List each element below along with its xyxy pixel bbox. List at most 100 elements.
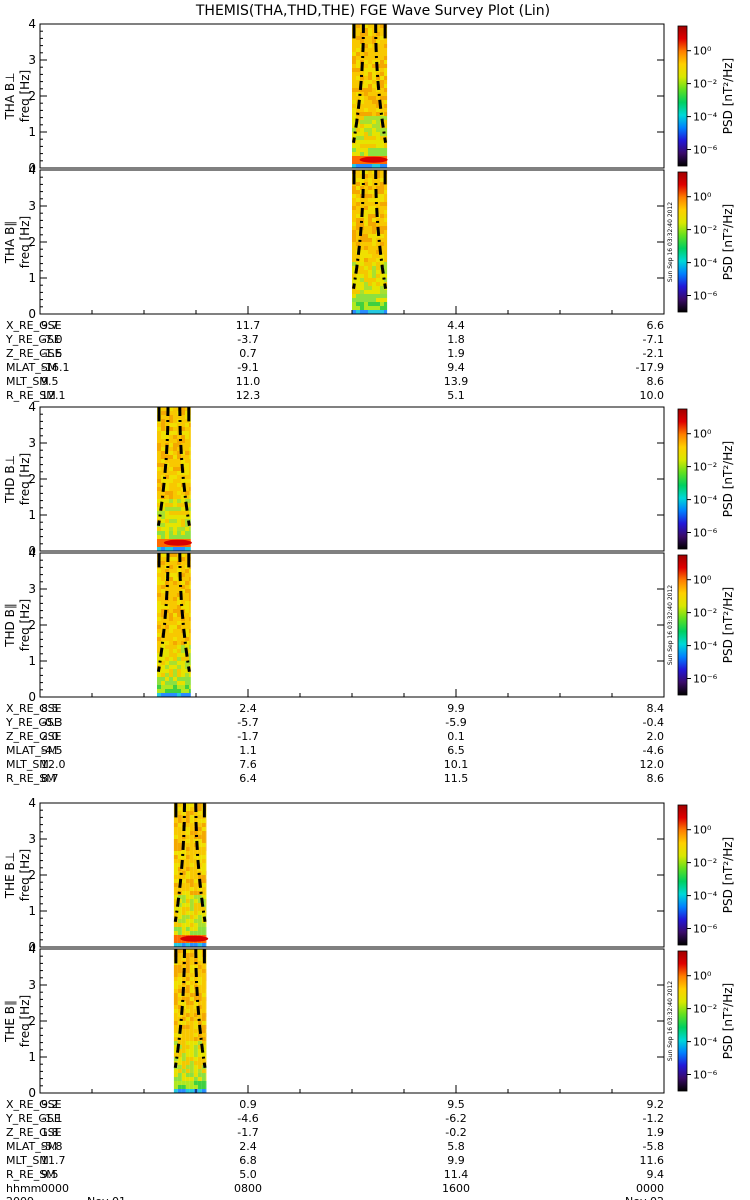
ephemeris-label: Y_RE_GSE [5, 1112, 61, 1125]
colorbar-label: PSD [nT²/Hz] [721, 441, 735, 517]
ephemeris-value: -7.0 [41, 333, 62, 346]
ephemeris-value: 0.9 [239, 1098, 257, 1111]
y-tick-label: 2 [28, 472, 36, 486]
y-tick-label: 4 [28, 163, 36, 177]
colorbar-label: PSD [nT²/Hz] [721, 983, 735, 1059]
y-tick-label: 3 [28, 436, 36, 450]
colorbar-tick-label: 10⁻⁶ [693, 673, 718, 686]
y-tick-label: 1 [28, 125, 36, 139]
ephemeris-value: -1.7 [237, 730, 258, 743]
colorbar-tick-label: 10⁻⁶ [693, 1069, 718, 1082]
ephemeris-value: -5.8 [41, 1140, 62, 1153]
colorbar-scale [677, 25, 688, 167]
fce-curve-left [352, 24, 365, 144]
panel-yunit: freq [Hz] [18, 995, 32, 1047]
time-tick-label: 1600 [442, 1182, 470, 1195]
ephemeris-label: Z_RE_GSE [6, 347, 62, 360]
y-tick-label: 1 [28, 508, 36, 522]
spectrogram [352, 170, 388, 314]
ephemeris-label: MLT_SM [6, 1154, 49, 1167]
time-tick-label: 0800 [234, 1182, 262, 1195]
ephemeris-value: -1.7 [237, 1126, 258, 1139]
spectrogram [157, 553, 191, 697]
y-tick-label: 0 [28, 1086, 36, 1100]
ephemeris-value: 9.2 [647, 1098, 665, 1111]
time-tick-label: 0000 [41, 1182, 69, 1195]
colorbar-tick-label: 10⁻⁴ [693, 1036, 718, 1049]
ephemeris-value: -5.7 [237, 716, 258, 729]
ephemeris-value: -0.4 [643, 716, 664, 729]
ephemeris-value: 9.5 [447, 1098, 465, 1111]
ephemeris-value: -1.2 [643, 1112, 664, 1125]
y-tick-label: 1 [28, 271, 36, 285]
ephemeris-value: 4.4 [447, 319, 465, 332]
fce-curve-right [374, 24, 388, 144]
ephemeris-value: 12.1 [41, 389, 66, 402]
colorbar-scale [677, 408, 688, 550]
ephemeris-value: -16.1 [41, 361, 69, 374]
ephemeris-value: 5.1 [447, 389, 465, 402]
ephemeris-value: 11.4 [444, 1168, 469, 1181]
ephemeris-label: MLT_SM [6, 375, 49, 388]
ephemeris-value: -2.1 [643, 347, 664, 360]
ephemeris-value: 2.4 [239, 1140, 257, 1153]
time-tick-label: 0000 [636, 1182, 664, 1195]
ephemeris-value: 6.8 [239, 1154, 257, 1167]
ephemeris-value: 5.0 [239, 1168, 257, 1181]
y-tick-label: 1 [28, 654, 36, 668]
y-tick-label: 2 [28, 1014, 36, 1028]
ephemeris-value: 1.1 [239, 744, 257, 757]
spectrogram [157, 407, 192, 551]
run-timestamp: Sun Sep 16 03:32:40 2012 [667, 202, 674, 282]
ephemeris-value: 10.1 [444, 758, 469, 771]
spectrogram [352, 24, 388, 168]
ephemeris-label: R_RE_SM [6, 389, 56, 402]
ephemeris-value: -0.3 [41, 716, 62, 729]
ephemeris-value: 9.4 [647, 1168, 665, 1181]
colorbar-tick-label: 10⁻² [693, 224, 717, 237]
ephemeris-value: -1.5 [41, 347, 62, 360]
colorbar-tick-label: 10⁰ [693, 191, 712, 204]
ephemeris-value: 0.1 [447, 730, 465, 743]
colorbar-tick-label: 10⁻² [693, 607, 717, 620]
panel-ylabel: THE B∥ [3, 1000, 17, 1043]
colorbar-tick-label: 10⁰ [693, 428, 712, 441]
axes-frame [39, 406, 665, 552]
ephemeris-label: R_RE_SM [6, 772, 56, 785]
axes-frame [39, 802, 665, 948]
ephemeris-value: 10.0 [640, 389, 665, 402]
run-timestamp: Sun Sep 16 03:32:40 2012 [667, 585, 674, 665]
panel-ylabel: THA B⊥ [3, 72, 17, 120]
y-tick-label: 2 [28, 235, 36, 249]
date-end: Nov 02 [625, 1195, 664, 1200]
ephemeris-value: 11.5 [444, 772, 469, 785]
colorbar-scale [677, 804, 688, 946]
colorbar-scale [677, 950, 688, 1092]
ephemeris-value: 8.6 [647, 375, 665, 388]
ephemeris-value: 12.0 [41, 758, 66, 771]
ephemeris-value: 9.5 [41, 1168, 59, 1181]
ephemeris-value: 11.7 [41, 1154, 66, 1167]
ephemeris-value: -6.2 [445, 1112, 466, 1125]
fce-curve-right [178, 407, 191, 527]
ephemeris-value: 8.6 [647, 772, 665, 785]
panel-yunit: freq [Hz] [18, 70, 32, 122]
fce-curve-right [194, 949, 207, 1069]
y-tick-label: 4 [28, 796, 36, 810]
ephemeris-value: 11.0 [236, 375, 261, 388]
ephemeris-value: 1.8 [447, 333, 465, 346]
colorbar-tick-label: 10⁻² [693, 78, 717, 91]
ephemeris-label: X_RE_GSE [6, 702, 62, 715]
time-axis-label: hhmm [6, 1182, 41, 1195]
ephemeris-label: Z_RE_GSE [6, 730, 62, 743]
y-tick-label: 3 [28, 978, 36, 992]
colorbar-scale [677, 554, 688, 696]
colorbar-label: PSD [nT²/Hz] [721, 837, 735, 913]
